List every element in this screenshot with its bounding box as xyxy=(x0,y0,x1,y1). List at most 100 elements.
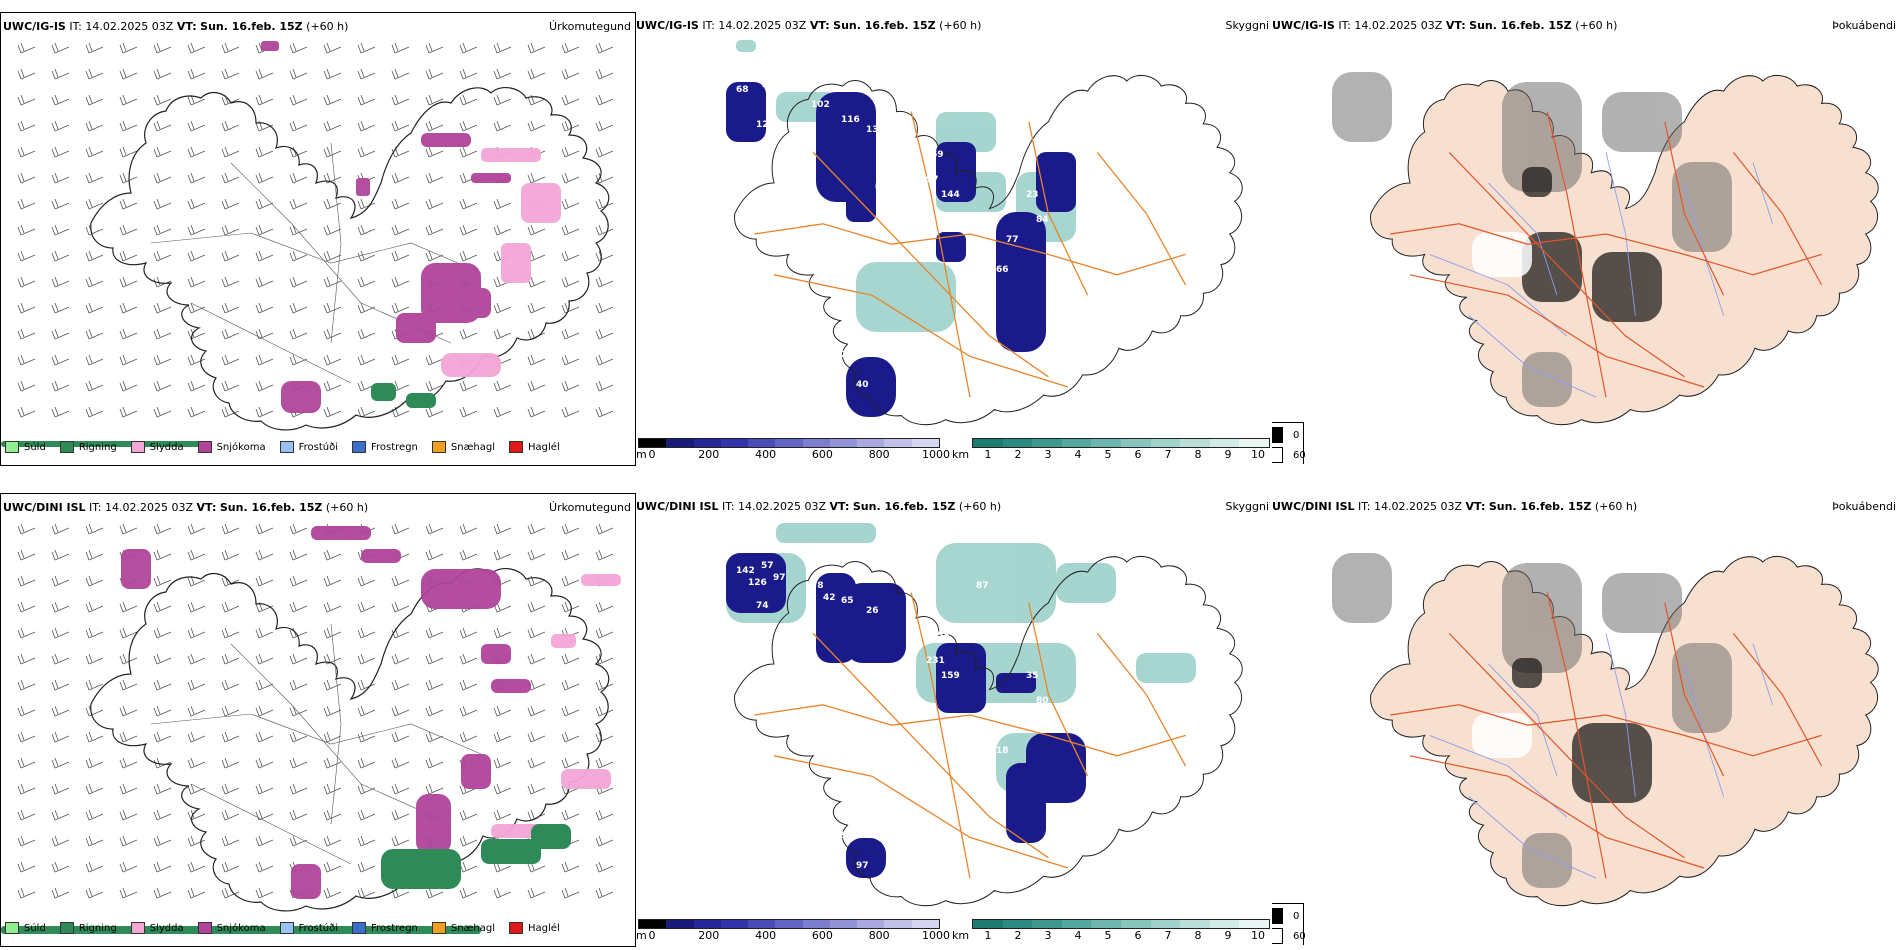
iceland-outline xyxy=(90,86,610,431)
colorbar-segment xyxy=(666,920,694,928)
legend-swatch xyxy=(130,922,145,934)
colorbar-segment xyxy=(748,439,776,447)
map-value-label: 57 xyxy=(876,205,889,215)
colorbar-segment xyxy=(1032,439,1062,447)
colorbar-segment xyxy=(829,439,858,447)
colorbar-segment xyxy=(1239,439,1269,447)
colorbar-segment xyxy=(1239,920,1269,928)
legend-swatch xyxy=(5,441,19,453)
legend-item: Frostúði xyxy=(279,922,338,934)
legend-swatch xyxy=(59,441,74,453)
colorbar-tick: 5 xyxy=(1104,448,1112,461)
map-value-label: 966 xyxy=(976,100,995,110)
precip-legend: Súld Rigning Slydda Snjókoma Frostúði Frostre… xyxy=(5,441,574,453)
colorbar-segment xyxy=(1120,920,1151,928)
rivers-roads xyxy=(1390,111,1823,398)
rain-areas xyxy=(1,383,436,447)
legend-swatch xyxy=(279,922,294,934)
map-value-label: 103 xyxy=(876,686,895,696)
snow-areas xyxy=(261,41,511,413)
colorbar-segment xyxy=(1209,920,1240,928)
map-value-label: 80 xyxy=(1036,696,1049,706)
legend-label: Frostúði xyxy=(298,922,338,934)
colorbar-tick: 0 xyxy=(648,448,656,461)
legend-item: Rigning xyxy=(59,922,117,934)
map-value-label: 78 xyxy=(811,581,824,591)
fog-map-canvas xyxy=(1332,72,1879,426)
map-value-label: 97 xyxy=(926,175,939,185)
precip-map-canvas xyxy=(1,41,614,447)
fog-indicator-map-ig: UWC/IG-IS IT: 14.02.2025 03Z VT: Sun. 16… xyxy=(1272,12,1900,464)
colorbar-segment xyxy=(973,439,1003,447)
map-value-label: 68 xyxy=(736,85,749,95)
legend-swatch xyxy=(431,441,446,453)
colorbar-tick: 800 xyxy=(868,929,890,942)
sleet-areas xyxy=(441,148,561,377)
legend-item: Slydda xyxy=(130,922,184,934)
colorbar-unit: km xyxy=(952,929,970,942)
legend-item: Haglél xyxy=(509,922,560,934)
colorbar-segment xyxy=(802,439,830,447)
precip-map-canvas xyxy=(1,523,621,934)
colorbar-tick: 4 xyxy=(1074,929,1082,942)
map-value-label: 10 xyxy=(786,786,799,796)
map-title: Þokuábendi xyxy=(1832,19,1896,32)
colorbar-tick: 0 xyxy=(648,929,656,942)
ceiling-colorbar: m 0 200 400 600 800 1000 xyxy=(636,438,950,464)
rivers-roads xyxy=(1390,592,1823,879)
map-value-label: 69 xyxy=(931,150,944,160)
map-value-label: 66 xyxy=(996,265,1009,275)
fog-dark-areas xyxy=(1512,658,1652,803)
map-value-label: 65 xyxy=(841,596,854,606)
colorbar-tick: 400 xyxy=(755,448,777,461)
map-title: Skyggni xyxy=(1225,19,1269,32)
colorbar-tick: 6 xyxy=(1134,929,1142,942)
colorbar-segment xyxy=(1002,439,1033,447)
colorbar-segment xyxy=(1091,439,1121,447)
map-header: UWC/IG-IS IT: 14.02.2025 03Z VT: Sun. 16… xyxy=(636,19,982,32)
legend-item: Súld xyxy=(5,441,46,453)
sleet-areas xyxy=(491,574,621,838)
colorbar-segment xyxy=(693,920,721,928)
colorbar-tick: 1000 xyxy=(922,929,950,942)
snow-areas xyxy=(121,526,531,899)
colorbar-tick: 9 xyxy=(1224,448,1232,461)
map-value-label: 180 xyxy=(976,771,995,781)
colorbar-segment xyxy=(720,920,749,928)
colorbar-tick: 5 xyxy=(1104,929,1112,942)
map-value-label: 83 xyxy=(896,220,909,230)
colorbar-tick: 7 xyxy=(1164,448,1172,461)
colorbar-tick: 10 xyxy=(1251,448,1265,461)
fog-white-areas xyxy=(1472,713,1532,758)
map-value-label: 77 xyxy=(1006,235,1019,245)
map-header: UWC/DINI ISL IT: 14.02.2025 03Z VT: Sun.… xyxy=(636,500,1002,513)
visibility-colorbar: km 1 2 3 4 5 6 7 8 9 10 xyxy=(952,438,1271,464)
legend-swatch xyxy=(5,922,19,934)
colorbar-tick: 1 xyxy=(984,448,992,461)
map-value-label: 142 xyxy=(736,566,755,576)
map-value-label: 26 xyxy=(866,606,879,616)
legend-label: Frostregn xyxy=(371,922,418,934)
fog-legend: 0 60 xyxy=(1272,903,1306,945)
map-value-label: 77 xyxy=(996,145,1009,155)
legend-item: Snjókoma xyxy=(197,441,266,453)
colorbar-tick: 3 xyxy=(1044,929,1052,942)
wind-barbs xyxy=(17,42,614,418)
legend-label: Súld xyxy=(24,922,46,934)
precip-type-map-dini: UWC/DINI ISL IT: 14.02.2025 03Z VT: Sun.… xyxy=(0,493,636,947)
colorbar-tick: 4 xyxy=(1074,448,1082,461)
legend-label: Slydda xyxy=(149,441,184,453)
legend-item: Rigning xyxy=(59,441,117,453)
colorbar-tick: 1 xyxy=(984,929,992,942)
map-value-label: 87 xyxy=(976,581,989,591)
colorbar-segment xyxy=(1209,439,1240,447)
colorbar-segment xyxy=(666,439,694,447)
legend-label: Snæhagl xyxy=(450,922,496,934)
fog-legend: 0 60 xyxy=(1272,422,1306,464)
map-value-label: 126 xyxy=(748,578,767,588)
colorbar-segment xyxy=(693,439,721,447)
precip-type-map-ig: UWC/IG-IS IT: 14.02.2025 03Z VT: Sun. 16… xyxy=(0,12,636,466)
map-header: UWC/IG-IS IT: 14.02.2025 03Z VT: Sun. 16… xyxy=(3,20,349,33)
colorbar-segment xyxy=(829,920,858,928)
